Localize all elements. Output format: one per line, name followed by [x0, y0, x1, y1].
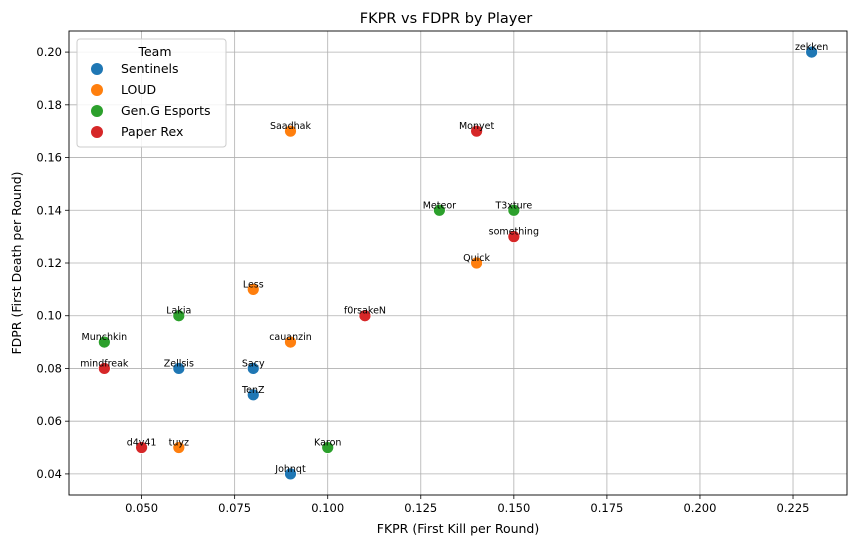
x-tick-label: 0.200	[683, 501, 716, 515]
legend-marker	[91, 63, 103, 75]
data-point	[172, 362, 186, 375]
x-tick-label: 0.175	[590, 501, 623, 515]
point-label: d4v41	[127, 438, 157, 449]
data-point	[470, 124, 484, 138]
x-tick-label: 0.150	[497, 501, 530, 515]
data-point	[321, 441, 335, 454]
legend-marker	[91, 105, 103, 117]
data-point	[507, 203, 521, 217]
y-tick-label: 0.14	[36, 203, 62, 217]
point-label: Karon	[314, 438, 341, 449]
legend-marker	[91, 126, 103, 138]
data-point	[470, 256, 484, 270]
data-point	[284, 124, 297, 138]
point-labels: zekken Zellsis Sacy TenZ Johnqt Saadhak Quick L…	[80, 42, 828, 475]
y-tick-label: 0.18	[36, 98, 62, 112]
x-tick-label: 0.225	[777, 501, 810, 515]
data-point	[172, 441, 186, 454]
legend-title: Team	[137, 44, 171, 59]
legend-entry-label: Sentinels	[121, 61, 179, 76]
data-point	[172, 309, 186, 323]
data-point	[284, 467, 297, 481]
point-label: Zellsis	[164, 358, 194, 369]
grid-lines	[69, 31, 847, 495]
legend-marker	[91, 84, 103, 96]
point-label: cauanzin	[269, 332, 312, 343]
data-point	[432, 203, 446, 217]
point-label: Quick	[463, 253, 490, 264]
legend-entry-label: Paper Rex	[121, 124, 183, 139]
axis-ticks: 0.050 0.075 0.100 0.125 0.150 0.175 0.200 0.225…	[36, 45, 809, 515]
point-label: zekken	[795, 42, 828, 53]
y-tick-label: 0.12	[36, 256, 62, 270]
point-label: Saadhak	[270, 121, 312, 132]
x-tick-label: 0.050	[125, 501, 158, 515]
point-label: Sacy	[242, 358, 265, 369]
point-label: f0rsakeN	[344, 306, 386, 317]
data-point	[246, 388, 260, 402]
data-points	[97, 45, 819, 481]
point-label: Johnqt	[274, 464, 306, 475]
data-point	[284, 335, 297, 349]
point-label: T3xture	[494, 200, 532, 211]
plot-frame	[68, 30, 848, 496]
legend: Team Sentinels LOUD Gen.G Esports Paper Rex	[76, 38, 227, 148]
data-point	[97, 362, 111, 375]
y-tick-label: 0.16	[36, 151, 62, 165]
y-tick-label: 0.08	[36, 361, 62, 375]
data-point	[507, 230, 521, 244]
x-tick-label: 0.125	[404, 501, 437, 515]
point-label: Monyet	[459, 121, 494, 132]
legend-entry-label: LOUD	[121, 82, 156, 97]
y-axis-title: FDPR (First Death per Round)	[9, 171, 24, 354]
x-axis-title: FKPR (First Kill per Round)	[377, 521, 540, 536]
data-point	[246, 362, 260, 375]
y-tick-label: 0.20	[36, 45, 62, 59]
y-tick-label: 0.06	[36, 414, 62, 428]
point-label: Munchkin	[82, 332, 128, 343]
y-tick-label: 0.04	[36, 467, 62, 481]
x-tick-label: 0.100	[311, 501, 344, 515]
legend-entry-label: Gen.G Esports	[121, 103, 210, 118]
y-tick-label: 0.10	[36, 309, 62, 323]
chart-title: FKPR vs FDPR by Player	[360, 11, 533, 27]
point-label: TenZ	[241, 385, 265, 396]
point-label: mindfreak	[80, 358, 129, 369]
data-point	[246, 282, 260, 296]
x-tick-label: 0.075	[218, 501, 251, 515]
point-label: Less	[243, 279, 264, 290]
data-point	[358, 309, 372, 323]
data-point	[805, 45, 819, 59]
point-label: something	[489, 227, 539, 238]
point-label: Meteor	[423, 200, 456, 211]
point-label: tuyz	[169, 438, 189, 449]
legend-box	[76, 38, 227, 148]
data-point	[135, 441, 148, 454]
point-label: Lakia	[166, 306, 191, 317]
data-point	[97, 335, 111, 349]
